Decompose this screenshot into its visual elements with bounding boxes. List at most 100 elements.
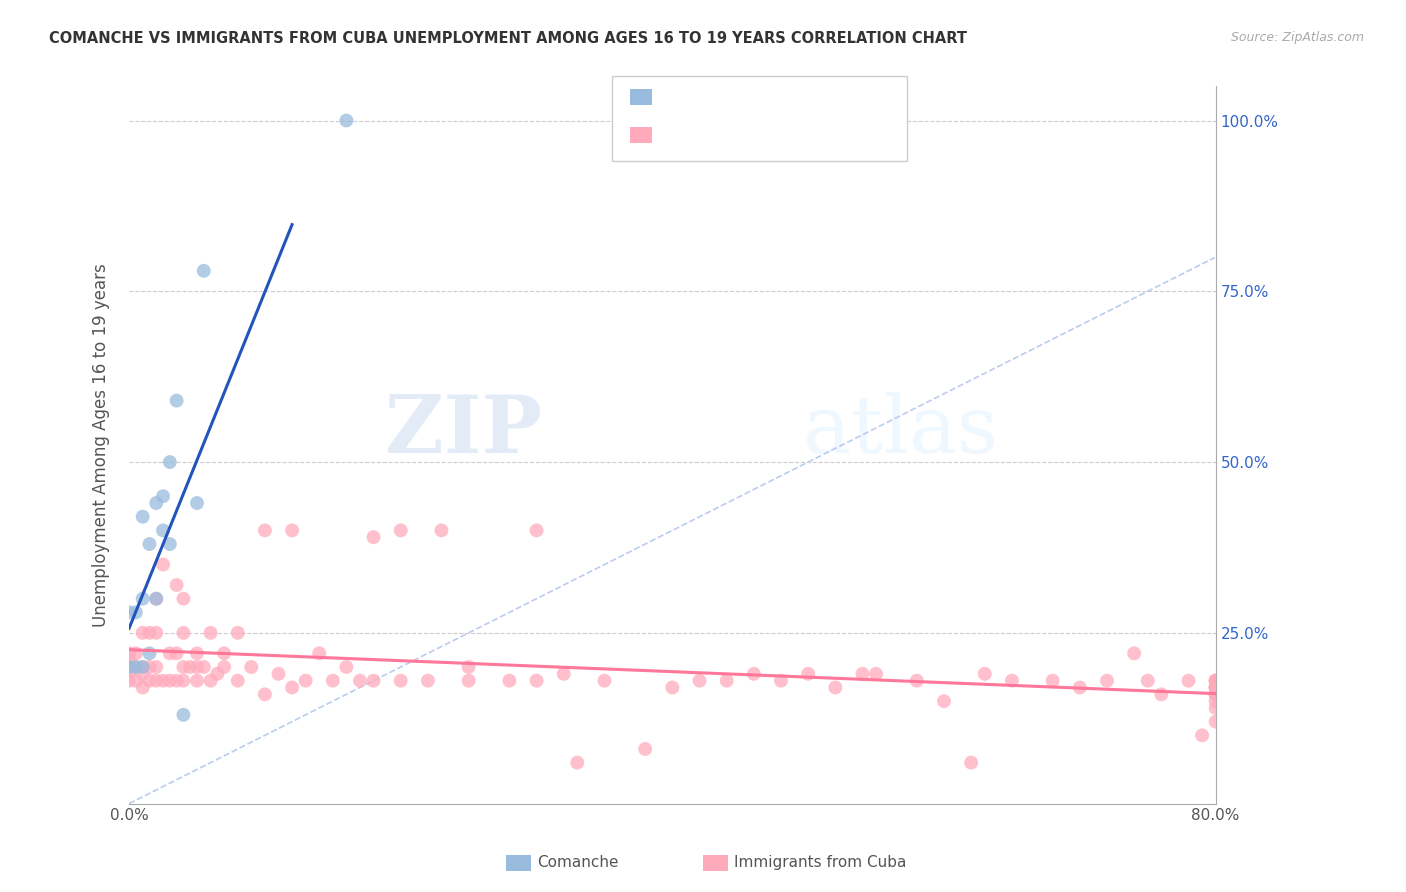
Text: 0.279: 0.279 — [697, 87, 751, 105]
Point — [118, 605, 141, 619]
Point — [567, 756, 589, 770]
Point — [166, 673, 188, 688]
Text: ZIP: ZIP — [385, 392, 541, 470]
Point — [172, 660, 194, 674]
Point — [172, 625, 194, 640]
Text: R =: R = — [661, 87, 697, 105]
Point — [145, 660, 167, 674]
Point — [159, 646, 181, 660]
Point — [1205, 681, 1227, 695]
Point — [1095, 673, 1118, 688]
Point — [159, 673, 181, 688]
Point — [125, 646, 148, 660]
Point — [186, 496, 208, 510]
Text: R =: R = — [661, 125, 697, 143]
Point — [125, 673, 148, 688]
Point — [207, 666, 229, 681]
Point — [634, 742, 657, 756]
Point — [1205, 673, 1227, 688]
Point — [226, 625, 249, 640]
Text: atlas: atlas — [803, 392, 998, 470]
Point — [1150, 687, 1173, 701]
Point — [457, 660, 479, 674]
Point — [1205, 687, 1227, 701]
Point — [131, 660, 153, 674]
Text: Immigrants from Cuba: Immigrants from Cuba — [734, 855, 907, 870]
Point — [179, 660, 201, 674]
Point — [1205, 701, 1227, 715]
Text: Source: ZipAtlas.com: Source: ZipAtlas.com — [1230, 31, 1364, 45]
Text: 19: 19 — [790, 87, 813, 105]
Point — [193, 660, 215, 674]
Point — [118, 660, 141, 674]
Point — [118, 660, 141, 674]
Point — [498, 673, 520, 688]
Point — [166, 646, 188, 660]
Text: 108: 108 — [790, 125, 825, 143]
Point — [172, 707, 194, 722]
Point — [145, 591, 167, 606]
Point — [526, 524, 548, 538]
Point — [1205, 673, 1227, 688]
Point — [240, 660, 263, 674]
Point — [932, 694, 955, 708]
Point — [322, 673, 344, 688]
Point — [335, 113, 357, 128]
Point — [125, 660, 148, 674]
Point — [1205, 681, 1227, 695]
Point — [1001, 673, 1024, 688]
Point — [138, 537, 160, 551]
Point — [689, 673, 711, 688]
Point — [308, 646, 330, 660]
Point — [430, 524, 453, 538]
Point — [851, 666, 873, 681]
Point — [186, 646, 208, 660]
Point — [1205, 673, 1227, 688]
Point — [416, 673, 439, 688]
Point — [865, 666, 887, 681]
Text: N =: N = — [752, 87, 789, 105]
Point — [973, 666, 995, 681]
Point — [363, 530, 385, 544]
Point — [593, 673, 616, 688]
Point — [267, 666, 290, 681]
Point — [1042, 673, 1064, 688]
Point — [1069, 681, 1091, 695]
Point — [253, 524, 276, 538]
Point — [159, 455, 181, 469]
Point — [152, 558, 174, 572]
Point — [166, 393, 188, 408]
Point — [960, 756, 983, 770]
Point — [1205, 681, 1227, 695]
Point — [131, 591, 153, 606]
Point — [1205, 681, 1227, 695]
Point — [769, 673, 792, 688]
Text: -0.149: -0.149 — [697, 125, 756, 143]
Point — [389, 673, 412, 688]
Text: Comanche: Comanche — [537, 855, 619, 870]
Point — [172, 591, 194, 606]
Point — [281, 524, 304, 538]
Point — [1136, 673, 1159, 688]
Point — [138, 673, 160, 688]
Text: COMANCHE VS IMMIGRANTS FROM CUBA UNEMPLOYMENT AMONG AGES 16 TO 19 YEARS CORRELAT: COMANCHE VS IMMIGRANTS FROM CUBA UNEMPLO… — [49, 31, 967, 46]
Point — [145, 625, 167, 640]
Point — [335, 660, 357, 674]
Point — [1205, 687, 1227, 701]
Point — [824, 681, 846, 695]
Point — [186, 660, 208, 674]
Point — [1205, 681, 1227, 695]
Point — [212, 646, 235, 660]
Point — [797, 666, 820, 681]
Point — [118, 646, 141, 660]
Point — [138, 625, 160, 640]
Point — [200, 673, 222, 688]
Point — [1191, 728, 1213, 742]
Point — [457, 673, 479, 688]
Point — [118, 666, 141, 681]
Point — [152, 524, 174, 538]
Point — [661, 681, 683, 695]
Point — [294, 673, 316, 688]
Point — [138, 646, 160, 660]
Point — [1205, 714, 1227, 729]
